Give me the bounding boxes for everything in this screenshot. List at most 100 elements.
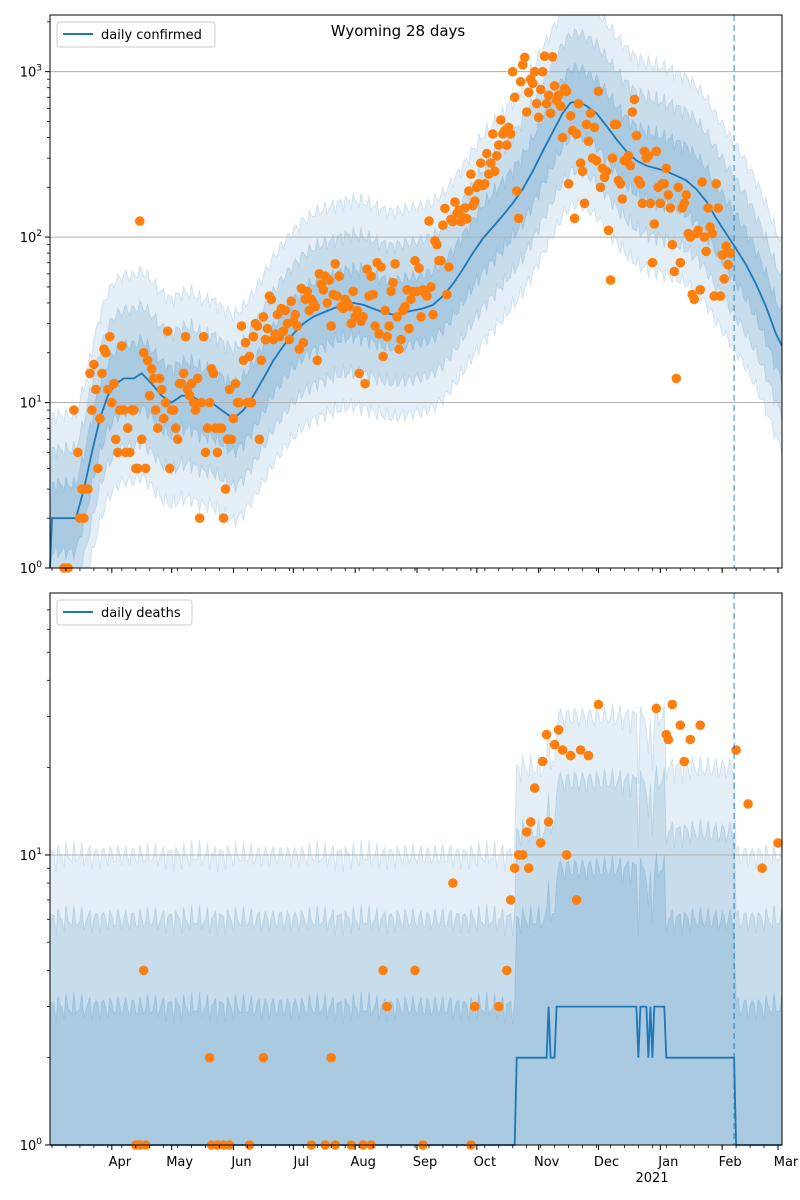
data-point	[605, 275, 616, 285]
data-point	[553, 90, 564, 101]
data-point	[715, 291, 725, 301]
data-point	[663, 734, 674, 745]
data-point	[519, 52, 530, 63]
data-point	[119, 405, 129, 415]
x-tick-label: Nov	[534, 1155, 560, 1170]
data-point	[486, 158, 496, 168]
data-point	[142, 355, 153, 366]
data-point	[539, 51, 550, 61]
data-point	[513, 213, 524, 224]
data-point	[531, 98, 542, 109]
data-point	[117, 341, 127, 351]
data-point	[410, 255, 420, 266]
data-point	[111, 434, 121, 445]
data-point	[695, 720, 705, 730]
data-point	[743, 799, 753, 809]
data-point	[158, 413, 169, 424]
data-point	[280, 305, 291, 316]
data-point	[719, 274, 729, 284]
data-point	[390, 259, 400, 269]
data-point	[699, 232, 709, 242]
x-tick-label: Dec	[594, 1155, 619, 1170]
data-point	[607, 153, 618, 163]
data-point	[533, 112, 544, 123]
data-point	[73, 447, 83, 458]
data-point	[129, 405, 139, 415]
data-point	[679, 756, 690, 767]
data-point	[87, 405, 97, 415]
axes-frame-confirmed	[49, 14, 783, 569]
data-point	[198, 331, 209, 342]
data-point	[703, 203, 713, 213]
data-point	[645, 198, 656, 209]
data-point	[541, 98, 552, 109]
data-point	[388, 277, 398, 288]
data-point	[577, 166, 588, 177]
data-point	[334, 271, 345, 282]
data-point	[517, 60, 528, 70]
data-point	[196, 397, 207, 408]
data-point	[647, 257, 658, 268]
data-point	[661, 163, 672, 174]
data-point	[392, 312, 402, 322]
data-point	[258, 312, 269, 322]
data-point	[248, 331, 259, 342]
data-point	[460, 203, 470, 213]
data-point	[637, 198, 648, 209]
data-point	[69, 405, 79, 415]
data-point	[655, 198, 666, 209]
chart-title: Wyoming 28 days	[331, 22, 466, 40]
data-point	[79, 513, 89, 523]
data-point	[611, 119, 622, 130]
data-point	[406, 294, 416, 305]
daily-deaths-line	[50, 1005, 782, 1146]
data-point	[589, 122, 600, 133]
data-point	[667, 239, 678, 250]
data-point	[450, 197, 460, 207]
data-point	[278, 326, 289, 337]
x-tick-label: Jan	[657, 1155, 678, 1170]
data-point	[440, 203, 450, 214]
data-point	[370, 321, 380, 331]
data-point	[125, 447, 135, 458]
data-point	[162, 326, 173, 337]
data-point	[422, 291, 432, 301]
data-point	[91, 384, 101, 395]
x-axis-deaths: Apr May Jun Jul Aug Sep Oct Nov Dec Jan Feb Mar	[51, 1145, 799, 1170]
data-point	[292, 321, 303, 331]
axes-frame-deaths	[49, 592, 783, 1146]
data-point	[488, 129, 498, 139]
data-point	[523, 863, 534, 873]
data-point	[218, 513, 229, 523]
data-point	[543, 90, 554, 101]
data-point	[494, 1001, 504, 1012]
data-point	[154, 373, 165, 384]
data-point	[326, 321, 337, 331]
data-point	[176, 378, 187, 389]
data-point	[563, 179, 574, 189]
data-point	[202, 423, 213, 434]
data-point	[230, 378, 241, 389]
data-point	[673, 182, 684, 193]
data-point	[555, 101, 566, 111]
data-point	[358, 312, 368, 322]
daily-deaths-points	[131, 699, 783, 1150]
data-point	[348, 286, 359, 297]
x-tick-label: Mar	[774, 1155, 799, 1170]
data-point	[322, 298, 333, 308]
data-point	[133, 463, 143, 474]
data-point	[631, 130, 642, 141]
data-point	[675, 720, 686, 730]
data-point	[711, 179, 721, 189]
data-point	[200, 447, 211, 458]
x-tick-label: Aug	[350, 1155, 375, 1170]
data-point	[529, 66, 540, 77]
data-point	[178, 368, 189, 379]
data-point	[549, 81, 560, 91]
data-point	[565, 750, 576, 761]
data-point	[220, 484, 231, 494]
data-point	[496, 115, 506, 125]
data-point	[194, 513, 205, 523]
data-point	[627, 107, 638, 117]
legend-label-deaths: daily deaths	[101, 606, 181, 621]
